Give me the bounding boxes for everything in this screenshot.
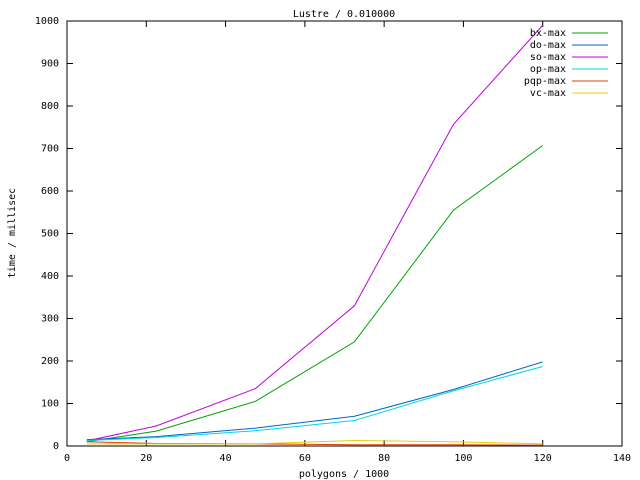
chart-title: Lustre / 0.010000 [293, 9, 395, 20]
legend-label: so-max [530, 52, 566, 63]
y-tick-label: 300 [41, 314, 59, 325]
y-tick-label: 100 [41, 399, 59, 410]
series-line [86, 145, 544, 443]
series-line [86, 441, 543, 446]
x-tick-label: 140 [613, 453, 631, 464]
x-tick-label: 120 [534, 453, 552, 464]
x-tick-label: 80 [378, 453, 390, 464]
y-tick-label: 400 [41, 271, 59, 282]
y-tick-label: 0 [53, 441, 59, 452]
y-tick-label: 600 [41, 186, 59, 197]
legend-label: pqp-max [524, 76, 566, 87]
x-tick-label: 100 [454, 453, 472, 464]
series-line [86, 366, 543, 441]
y-tick-label: 900 [41, 59, 59, 70]
x-tick-label: 40 [220, 453, 232, 464]
series-line [86, 24, 544, 442]
x-tick-label: 0 [64, 453, 70, 464]
x-tick-label: 60 [299, 453, 311, 464]
x-tick-label: 20 [140, 453, 152, 464]
y-tick-label: 500 [41, 229, 59, 240]
series-line [86, 361, 543, 441]
legend-label: do-max [530, 40, 566, 51]
series-line [86, 439, 543, 445]
y-tick-label: 200 [41, 356, 59, 367]
y-tick-label: 1000 [35, 16, 59, 27]
legend-label: vc-max [530, 88, 566, 99]
y-tick-label: 700 [41, 144, 59, 155]
legend-label: op-max [530, 64, 566, 75]
legend-label: bx-max [530, 28, 566, 39]
x-axis-label: polygons / 1000 [299, 469, 389, 480]
y-tick-label: 800 [41, 101, 59, 112]
y-axis-label: time / millisec [7, 188, 18, 278]
